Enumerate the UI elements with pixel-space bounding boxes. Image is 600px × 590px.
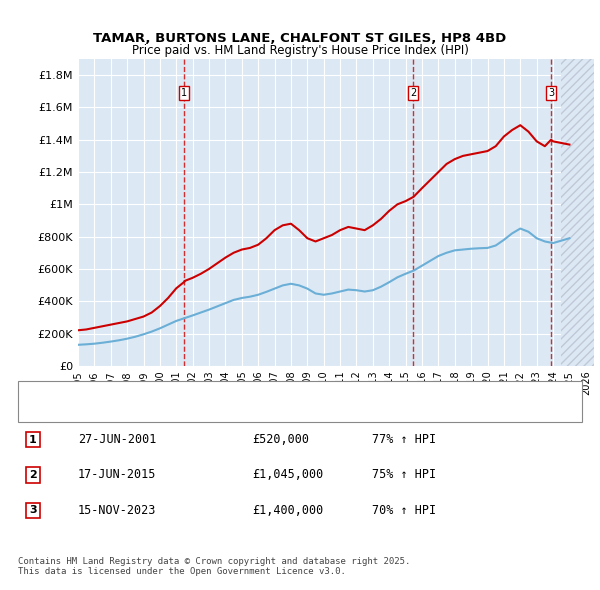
Bar <box>561 59 594 366</box>
Text: —: — <box>42 382 59 400</box>
Text: £520,000: £520,000 <box>252 433 309 446</box>
Text: 1: 1 <box>29 435 37 444</box>
Text: —: — <box>42 400 59 418</box>
Text: 77% ↑ HPI: 77% ↑ HPI <box>372 433 436 446</box>
Text: 3: 3 <box>548 88 554 98</box>
Text: 3: 3 <box>29 506 37 515</box>
Text: £1,400,000: £1,400,000 <box>252 504 323 517</box>
Text: TAMAR, BURTONS LANE, CHALFONT ST GILES, HP8 4BD (detached house): TAMAR, BURTONS LANE, CHALFONT ST GILES, … <box>72 386 432 396</box>
Text: 15-NOV-2023: 15-NOV-2023 <box>78 504 157 517</box>
Text: 27-JUN-2001: 27-JUN-2001 <box>78 433 157 446</box>
Text: 2: 2 <box>410 88 416 98</box>
Text: 2: 2 <box>29 470 37 480</box>
Text: HPI: Average price, detached house, Buckinghamshire: HPI: Average price, detached house, Buck… <box>72 404 338 414</box>
Text: Price paid vs. HM Land Registry's House Price Index (HPI): Price paid vs. HM Land Registry's House … <box>131 44 469 57</box>
Text: Contains HM Land Registry data © Crown copyright and database right 2025.
This d: Contains HM Land Registry data © Crown c… <box>18 557 410 576</box>
Text: 17-JUN-2015: 17-JUN-2015 <box>78 468 157 481</box>
Text: 70% ↑ HPI: 70% ↑ HPI <box>372 504 436 517</box>
Text: TAMAR, BURTONS LANE, CHALFONT ST GILES, HP8 4BD: TAMAR, BURTONS LANE, CHALFONT ST GILES, … <box>94 32 506 45</box>
Text: 1: 1 <box>181 88 187 98</box>
Text: £1,045,000: £1,045,000 <box>252 468 323 481</box>
Text: 75% ↑ HPI: 75% ↑ HPI <box>372 468 436 481</box>
